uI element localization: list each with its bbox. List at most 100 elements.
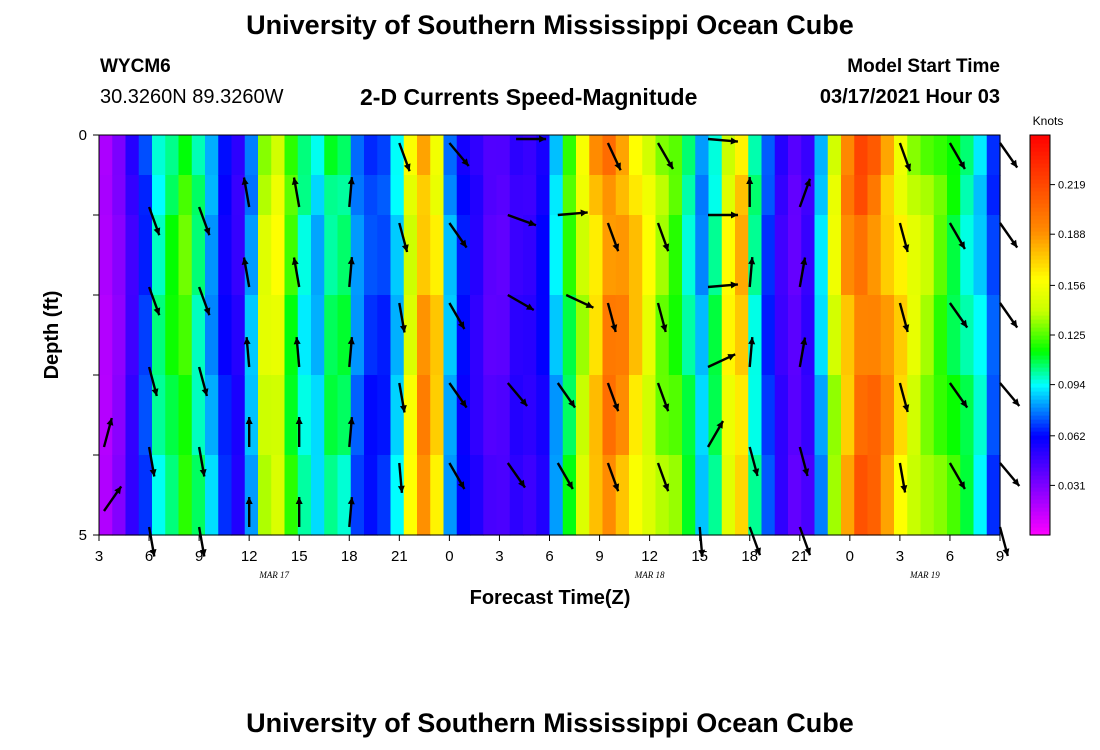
heatmap-cell xyxy=(668,295,683,376)
colorbar-cell xyxy=(1030,271,1050,276)
heatmap-cell xyxy=(960,455,975,536)
heatmap-cell xyxy=(364,175,378,216)
heatmap-cell xyxy=(258,455,272,536)
heatmap-cell xyxy=(297,295,312,376)
current-arrow xyxy=(606,142,622,171)
heatmap-cell xyxy=(841,215,855,296)
current-arrow xyxy=(197,366,209,397)
x-tick-label: 3 xyxy=(495,548,503,565)
heatmap-cell xyxy=(642,175,657,216)
heatmap-cell xyxy=(735,375,749,456)
heatmap-cell xyxy=(589,295,604,376)
current-arrow xyxy=(798,257,808,288)
heatmap-cell xyxy=(456,455,471,536)
heatmap-cell xyxy=(231,135,246,176)
heatmap-cell xyxy=(536,135,551,176)
heatmap-cell xyxy=(112,455,127,536)
heatmap-cell xyxy=(655,215,670,296)
heatmap-cell xyxy=(536,375,551,456)
heatmap-cell xyxy=(350,455,365,536)
heatmap-cell xyxy=(258,295,272,376)
heatmap-cell xyxy=(417,135,431,176)
heatmap-cell xyxy=(443,135,458,176)
heatmap-cell xyxy=(947,175,961,216)
current-arrow xyxy=(347,336,355,368)
heatmap-cell xyxy=(138,455,153,536)
heatmap-cell xyxy=(708,455,723,536)
heatmap-cell xyxy=(907,455,922,536)
heatmap-cell xyxy=(337,215,352,296)
x-tick-label: 6 xyxy=(545,548,553,565)
heatmap-cell xyxy=(138,215,153,296)
heatmap-cell xyxy=(880,295,895,376)
heatmap-cell xyxy=(549,455,564,536)
heatmap-cell xyxy=(589,135,604,176)
heatmap-cell xyxy=(417,175,431,216)
colorbar-cell xyxy=(1030,263,1050,268)
colorbar-cell xyxy=(1030,395,1050,400)
heatmap-cell xyxy=(629,135,643,176)
colorbar-cell xyxy=(1030,487,1050,492)
date-label: MAR 18 xyxy=(634,570,665,580)
current-arrow xyxy=(656,222,670,252)
heatmap-cell xyxy=(655,295,670,376)
heatmap-cell xyxy=(576,375,590,456)
heatmap-cell xyxy=(682,175,696,216)
heatmap-cell xyxy=(178,295,193,376)
current-arrow xyxy=(707,353,736,369)
x-tick-label: 9 xyxy=(595,548,603,565)
heatmap-cell xyxy=(152,135,166,176)
heatmap-cell xyxy=(430,175,445,216)
heatmap-cell xyxy=(576,175,590,216)
heatmap-cell xyxy=(827,295,842,376)
heatmap-cell xyxy=(801,135,816,176)
heatmap-cell xyxy=(218,375,233,456)
colorbar-cell xyxy=(1030,295,1050,300)
heatmap-cell xyxy=(986,455,1001,536)
heatmap-cell xyxy=(788,455,802,536)
heatmap-cell xyxy=(403,455,418,536)
heatmap-cell xyxy=(271,295,286,376)
heatmap-cell xyxy=(364,215,378,296)
heatmap-cell xyxy=(364,295,378,376)
heatmap-cell xyxy=(403,135,418,176)
heatmap-cell xyxy=(986,215,1001,296)
x-tick-label: 9 xyxy=(996,548,1004,565)
heatmap-cell xyxy=(350,215,365,296)
heatmap-cell xyxy=(152,215,166,296)
heatmap-cell xyxy=(112,175,127,216)
heatmap-cell xyxy=(920,295,935,376)
heatmap-cell xyxy=(244,135,259,176)
current-arrow xyxy=(102,417,114,448)
heatmap-cell xyxy=(880,175,895,216)
heatmap-cell xyxy=(377,135,392,176)
colorbar-cell xyxy=(1030,511,1050,516)
heatmap-cell xyxy=(801,455,816,536)
heatmap-cell xyxy=(297,135,312,176)
heatmap-cell xyxy=(933,215,948,296)
heatmap-cell xyxy=(907,175,922,216)
current-arrow xyxy=(516,135,547,143)
heatmap-cell xyxy=(350,135,365,176)
heatmap-cell xyxy=(337,295,352,376)
heatmap-cell xyxy=(947,215,961,296)
heatmap-cell xyxy=(589,375,604,456)
colorbar-cell xyxy=(1030,179,1050,184)
x-tick-label: 18 xyxy=(341,548,358,565)
heatmap-cell xyxy=(827,375,842,456)
y-tick-label: 5 xyxy=(79,527,87,544)
heatmap-cell xyxy=(933,135,948,176)
current-arrow xyxy=(898,302,910,333)
current-arrow xyxy=(708,211,738,219)
heatmap-cell xyxy=(350,175,365,216)
colorbar-cell xyxy=(1030,283,1050,288)
colorbar-cell xyxy=(1030,343,1050,348)
heatmap-cell xyxy=(205,175,219,216)
heatmap-cell xyxy=(721,455,736,536)
colorbar-cell xyxy=(1030,215,1050,220)
heatmap-cell xyxy=(258,375,272,456)
current-arrow xyxy=(243,336,251,368)
heatmap-cell xyxy=(867,175,882,216)
current-arrow xyxy=(999,302,1019,329)
heatmap-cell xyxy=(682,215,696,296)
